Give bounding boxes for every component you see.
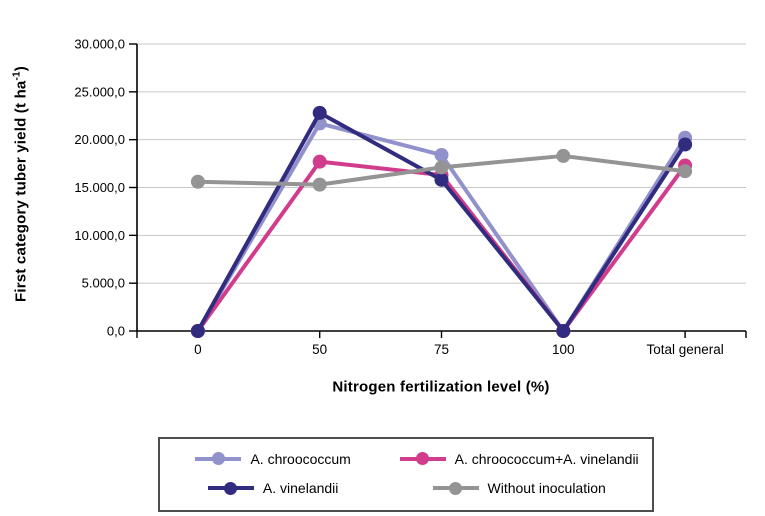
legend-label: A. vinelandii	[262, 480, 339, 497]
y-axis-title-text: First category tuber yield (t ha	[12, 80, 30, 302]
data-point-2	[312, 105, 327, 120]
x-tick-label: 75	[434, 342, 449, 357]
data-point-2	[678, 137, 693, 152]
legend-swatch-icon	[432, 481, 479, 495]
y-axis-title: First category tuber yield (t ha-1)	[11, 66, 30, 302]
legend-label: Without inoculation	[487, 480, 606, 497]
data-point-3	[556, 148, 571, 163]
data-point-1	[312, 154, 327, 169]
plot-svg: 0,0 5.000,0 10.000,0 15.000,0 20.000,0 25.000…	[74, 37, 747, 357]
legend-item-1: A. chroococcum+A. vinelandii	[386, 452, 652, 466]
data-point-2	[190, 324, 205, 338]
data-point-2	[556, 324, 571, 338]
data-point-2	[434, 172, 449, 187]
y-tick-label: 0,0	[107, 324, 125, 339]
legend-swatch-icon	[195, 452, 242, 466]
y-tick-label: 15.000,0	[74, 180, 125, 195]
x-tick-label: Total general	[646, 342, 723, 357]
legend-marker-icon	[224, 481, 238, 495]
legend-label: A. chroococcum+A. vinelandii	[454, 450, 639, 467]
legend-swatch-icon	[207, 481, 254, 495]
x-tick-label: 50	[312, 342, 327, 357]
x-axis-title: Nitrogen fertilization level (%)	[332, 378, 550, 396]
y-tick-label: 5.000,0	[82, 276, 125, 291]
y-axis-title-close: )	[12, 66, 30, 72]
legend-swatch-icon	[399, 452, 446, 466]
legend-marker-icon	[449, 481, 462, 495]
data-point-3	[434, 160, 449, 175]
legend-item-0: A. chroococcum	[160, 452, 386, 466]
legend: A. chroococcum A. chroococcum+A. vineland…	[158, 437, 654, 512]
x-tick-label: 0	[194, 342, 202, 357]
y-axis-title-superscript: -1	[11, 71, 23, 81]
legend-label: A. chroococcum	[250, 450, 351, 467]
legend-item-3: Without inoculation	[386, 481, 652, 495]
legend-marker-icon	[211, 452, 225, 466]
y-tick-label: 25.000,0	[74, 84, 125, 99]
y-tick-label: 10.000,0	[74, 228, 125, 243]
data-point-3	[312, 177, 327, 192]
data-point-3	[190, 174, 205, 189]
y-tick-label: 20.000,0	[74, 132, 125, 147]
legend-marker-icon	[416, 452, 430, 466]
data-point-3	[678, 164, 693, 179]
y-tick-label: 30.000,0	[74, 37, 125, 52]
legend-item-2: A. vinelandii	[160, 481, 386, 495]
x-tick-label: 100	[552, 342, 575, 357]
data-point-0	[434, 147, 449, 162]
series-line-2	[195, 110, 688, 333]
